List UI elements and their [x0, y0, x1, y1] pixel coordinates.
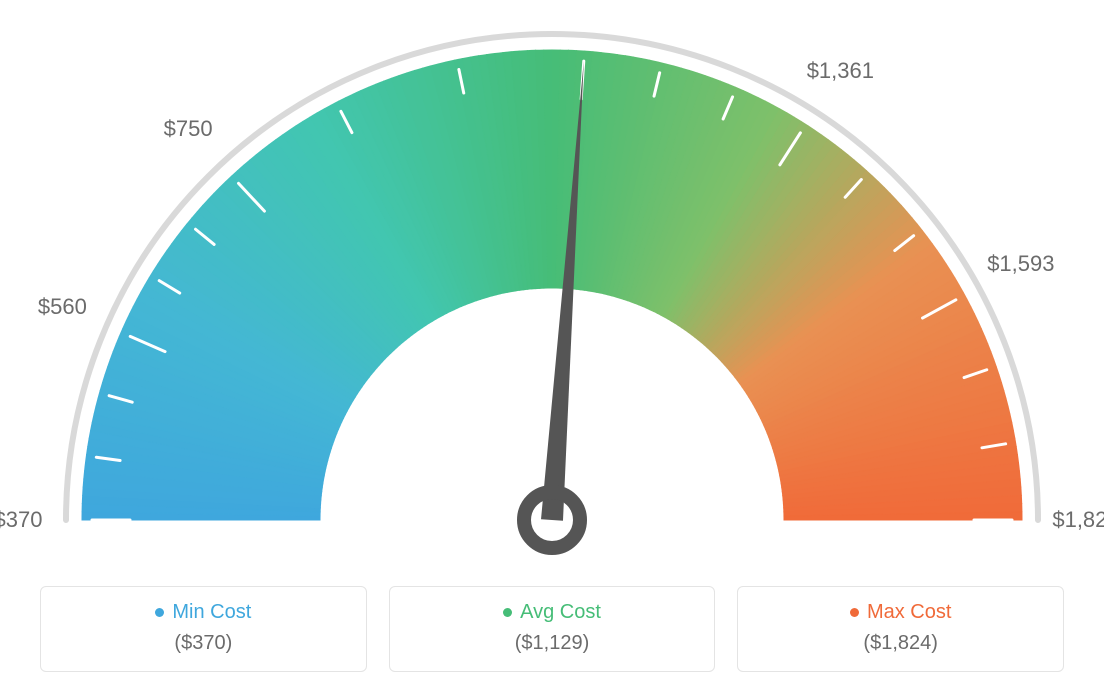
cost-gauge-widget: $370$560$750$1,129$1,361$1,593$1,824 Min…	[0, 0, 1104, 690]
legend-value-max: ($1,824)	[748, 632, 1053, 655]
legend-label-max: Max Cost	[867, 601, 951, 624]
legend-label-avg: Avg Cost	[520, 601, 601, 624]
gauge-chart	[0, 0, 1104, 560]
legend-value-min: ($370)	[51, 632, 356, 655]
legend-row: Min Cost ($370) Avg Cost ($1,129) Max Co…	[0, 586, 1104, 672]
gauge-tick-label: $1,361	[807, 58, 874, 84]
gauge-tick-label: $750	[164, 116, 213, 142]
gauge-tick-label: $560	[38, 294, 87, 320]
legend-title-max: Max Cost	[850, 601, 951, 624]
gauge-tick-label: $1,593	[987, 251, 1054, 277]
gauge-area: $370$560$750$1,129$1,361$1,593$1,824	[0, 0, 1104, 560]
legend-title-avg: Avg Cost	[503, 601, 601, 624]
gauge-tick-label: $1,824	[1052, 507, 1104, 533]
legend-dot-max	[850, 608, 859, 617]
legend-card-min: Min Cost ($370)	[40, 586, 367, 672]
legend-dot-min	[155, 608, 164, 617]
legend-value-avg: ($1,129)	[400, 632, 705, 655]
gauge-tick-label: $370	[0, 507, 42, 533]
legend-card-avg: Avg Cost ($1,129)	[389, 586, 716, 672]
legend-dot-avg	[503, 608, 512, 617]
legend-label-min: Min Cost	[172, 601, 251, 624]
legend-card-max: Max Cost ($1,824)	[737, 586, 1064, 672]
legend-title-min: Min Cost	[155, 601, 251, 624]
